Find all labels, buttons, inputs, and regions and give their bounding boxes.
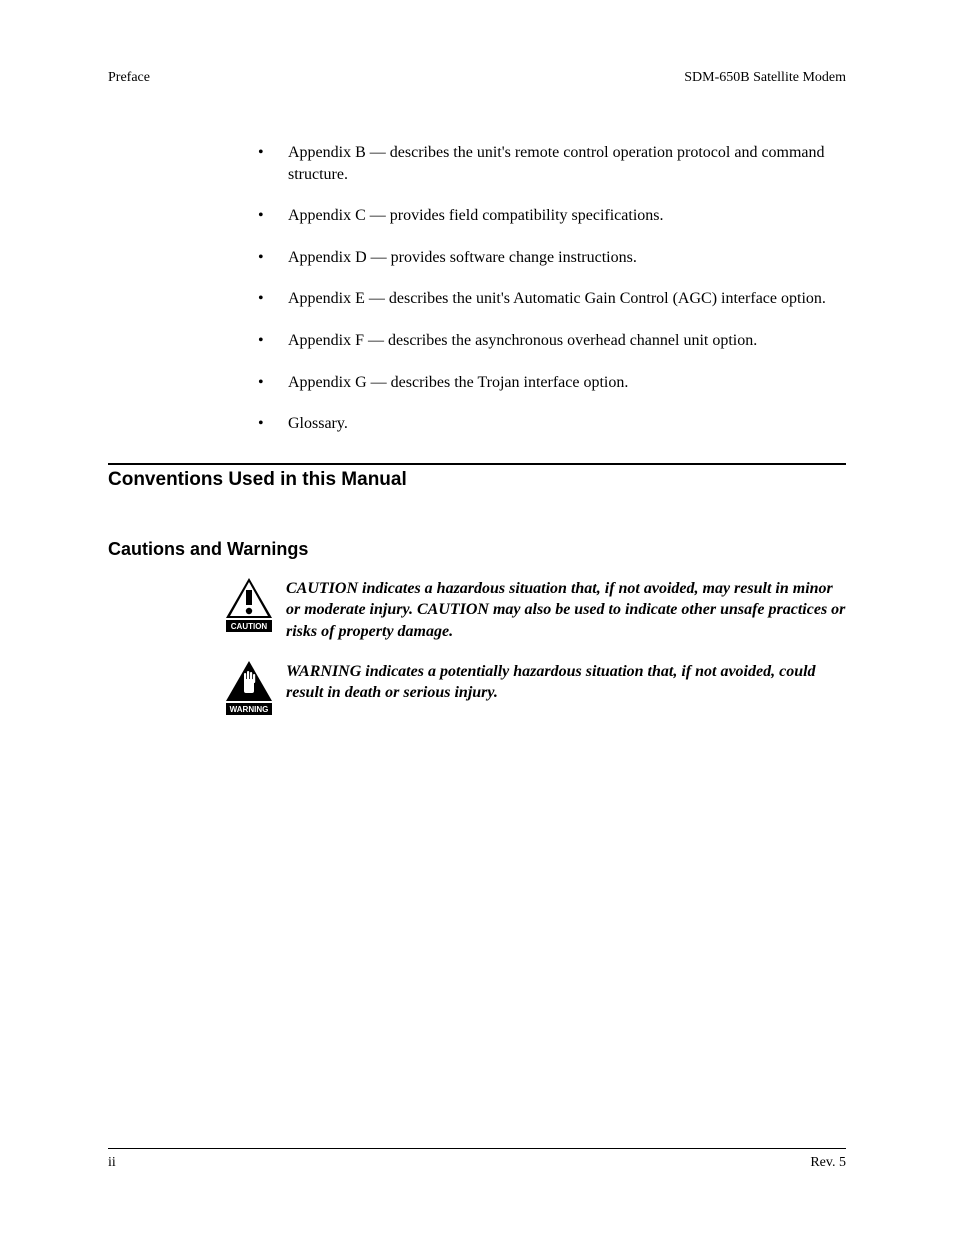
list-item-text: Appendix C — provides field compatibilit… [288,207,663,224]
subsection-heading: Cautions and Warnings [108,539,846,560]
list-item: Appendix D — provides software change in… [258,247,846,269]
list-item: Appendix G — describes the Trojan interf… [258,372,846,394]
section-heading: Conventions Used in this Manual [108,469,846,491]
caution-text: CAUTION indicates a hazardous situation … [286,576,846,643]
list-item: Appendix B — describes the unit's remote… [258,142,846,185]
list-item-text: Glossary. [288,415,348,432]
header-left: Preface [108,70,150,86]
list-item-text: Appendix D — provides software change in… [288,249,637,266]
appendix-list: Appendix B — describes the unit's remote… [258,142,846,435]
footer-right: Rev. 5 [810,1155,846,1171]
warning-text: WARNING indicates a potentially hazardou… [286,659,846,704]
list-item: Glossary. [258,413,846,435]
document-page: Preface SDM-650B Satellite Modem Appendi… [0,0,954,1235]
section-divider [108,463,846,465]
page-header: Preface SDM-650B Satellite Modem [108,70,846,86]
list-item-text: Appendix E — describes the unit's Automa… [288,290,826,307]
list-item-text: Appendix B — describes the unit's remote… [288,144,825,183]
list-item-text: Appendix F — describes the asynchronous … [288,332,757,349]
warning-icon: WARNING [224,659,274,722]
footer-left: ii [108,1155,116,1171]
svg-text:WARNING: WARNING [230,705,269,714]
caution-block: CAUTION CAUTION indicates a hazardous si… [224,576,846,643]
header-right: SDM-650B Satellite Modem [684,70,846,86]
list-item: Appendix F — describes the asynchronous … [258,330,846,352]
warning-block: WARNING WARNING indicates a potentially … [224,659,846,722]
svg-text:CAUTION: CAUTION [231,622,268,631]
list-item: Appendix C — provides field compatibilit… [258,205,846,227]
list-item: Appendix E — describes the unit's Automa… [258,288,846,310]
caution-icon: CAUTION [224,576,274,639]
page-footer: ii Rev. 5 [108,1148,846,1171]
list-item-text: Appendix G — describes the Trojan interf… [288,374,628,391]
